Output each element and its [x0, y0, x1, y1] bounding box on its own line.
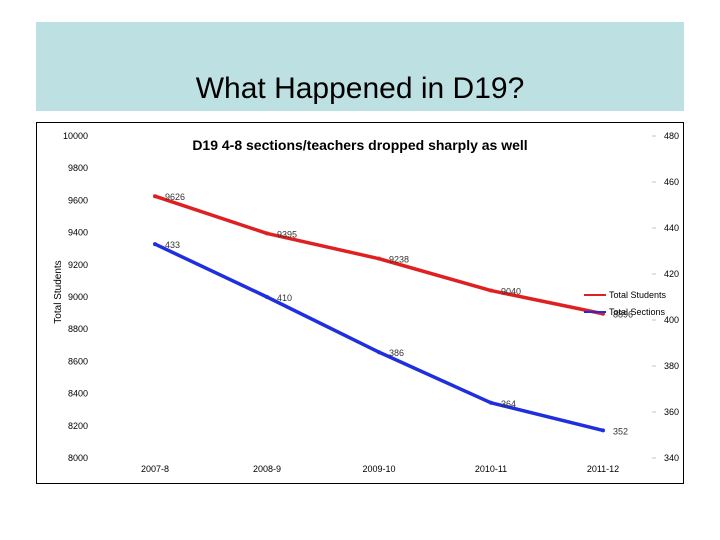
y-tick-label: 9200: [68, 260, 88, 270]
y-tick-label: 9400: [68, 228, 88, 238]
y2-tick-label: 480: [664, 131, 679, 141]
slide-title: What Happened in D19?: [195, 72, 525, 105]
y2-tick-label: 380: [664, 361, 679, 371]
y-tick-label: 9000: [68, 292, 88, 302]
data-point: [377, 256, 381, 261]
data-label: 386: [389, 348, 404, 358]
data-label: 9238: [389, 255, 409, 265]
y2-tick-label: 400: [664, 315, 679, 325]
data-label: 8896: [613, 310, 633, 320]
series-layer: 9626 9395 9238 9040 8896 433 410 386 364 352: [153, 192, 633, 436]
series-line-2: [154, 242, 604, 433]
data-point: [265, 295, 269, 299]
y-axis-label: Total Students: [53, 260, 64, 323]
y-tick-label: 9600: [68, 195, 88, 205]
y-tick-label: 8400: [68, 389, 88, 399]
chart-title: D19 4-8 sections/teachers dropped sharpl…: [192, 137, 527, 153]
y-tick-label: 8600: [68, 356, 88, 366]
title-banner: What Happened in D19?: [36, 22, 684, 111]
series-line-1: [154, 194, 604, 316]
data-point: [377, 350, 381, 355]
y2-tick-label: 340: [664, 453, 679, 463]
data-point: [489, 288, 493, 293]
axes: 8000 8200 8400 8600 8800 9000 9200 9400 9600 9800…: [63, 131, 679, 474]
data-label: 9040: [501, 287, 521, 297]
y2-tick-label: 420: [664, 269, 679, 279]
y2-tick-label: 360: [664, 407, 679, 417]
y-tick-label: 9800: [68, 163, 88, 173]
y-tick-label: 8000: [68, 453, 88, 463]
legend-label: Total Students: [609, 290, 667, 300]
data-label: 364: [501, 399, 516, 409]
y2-tick-label: 460: [664, 177, 679, 187]
data-point: [265, 231, 269, 236]
data-label: 433: [165, 240, 180, 250]
data-label: 410: [277, 293, 292, 303]
y2-tick-label: 440: [664, 223, 679, 233]
data-point: [601, 428, 605, 433]
data-label: 352: [613, 426, 628, 436]
x-tick-label: 2010-11: [475, 464, 507, 474]
legend-label: Total Sections: [609, 307, 666, 317]
x-tick-label: 2008-9: [253, 464, 281, 474]
data-point: [153, 194, 157, 199]
data-label: 9626: [165, 192, 185, 202]
legend: Total Students Total Sections: [584, 290, 667, 317]
y-tick-label: 8200: [68, 421, 88, 431]
data-point: [489, 400, 493, 405]
x-tick-label: 2011-12: [587, 464, 619, 474]
data-point: [153, 242, 157, 247]
y-tick-label: 8800: [68, 324, 88, 334]
data-label: 9395: [277, 229, 297, 239]
x-tick-label: 2007-8: [141, 464, 169, 474]
x-tick-label: 2009-10: [362, 464, 395, 474]
y-tick-label: 10000: [63, 131, 88, 141]
